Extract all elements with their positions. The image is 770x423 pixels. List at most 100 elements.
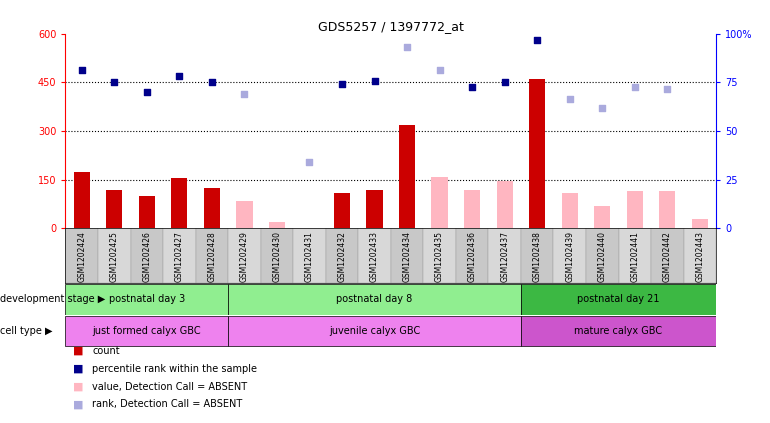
Text: GSM1202430: GSM1202430: [273, 231, 281, 282]
Text: GSM1202438: GSM1202438: [533, 231, 541, 282]
Bar: [326, 228, 358, 283]
Bar: [521, 316, 716, 346]
Bar: [98, 228, 130, 283]
Text: ■: ■: [73, 346, 84, 356]
Point: [401, 44, 413, 50]
Text: GSM1202443: GSM1202443: [695, 231, 705, 282]
Text: development stage ▶: development stage ▶: [0, 294, 105, 304]
Bar: [293, 228, 326, 283]
Text: ■: ■: [73, 399, 84, 409]
Bar: [684, 228, 716, 283]
Bar: [269, 222, 285, 228]
Bar: [236, 201, 253, 228]
Bar: [488, 228, 521, 283]
Text: GSM1202440: GSM1202440: [598, 231, 607, 282]
Point: [336, 81, 348, 88]
Bar: [594, 206, 611, 228]
Point: [75, 66, 88, 73]
Bar: [659, 191, 675, 228]
Point: [303, 159, 316, 165]
Text: just formed calyx GBC: just formed calyx GBC: [92, 326, 201, 336]
Point: [206, 79, 218, 86]
Text: GSM1202441: GSM1202441: [631, 231, 639, 282]
Text: GSM1202427: GSM1202427: [175, 231, 184, 282]
Text: GSM1202425: GSM1202425: [110, 231, 119, 282]
Bar: [691, 219, 708, 228]
Text: GSM1202435: GSM1202435: [435, 231, 444, 282]
Bar: [464, 190, 480, 228]
Text: postnatal day 8: postnatal day 8: [336, 294, 413, 304]
Bar: [456, 228, 488, 283]
Text: ■: ■: [73, 364, 84, 374]
Text: GSM1202442: GSM1202442: [663, 231, 671, 282]
Text: GSM1202431: GSM1202431: [305, 231, 314, 282]
Bar: [163, 228, 196, 283]
Text: value, Detection Call = ABSENT: value, Detection Call = ABSENT: [92, 382, 247, 392]
Bar: [367, 190, 383, 228]
Bar: [334, 193, 350, 228]
Bar: [521, 228, 554, 283]
Point: [661, 85, 674, 92]
Bar: [228, 284, 521, 315]
Text: GSM1202434: GSM1202434: [403, 231, 411, 282]
Bar: [561, 193, 578, 228]
Bar: [618, 228, 651, 283]
Text: ■: ■: [73, 382, 84, 392]
Bar: [390, 228, 424, 283]
Title: GDS5257 / 1397772_at: GDS5257 / 1397772_at: [318, 20, 464, 33]
Bar: [228, 316, 521, 346]
Bar: [204, 188, 220, 228]
Bar: [358, 228, 390, 283]
Point: [596, 105, 608, 112]
Bar: [554, 228, 586, 283]
Point: [498, 79, 511, 86]
Point: [141, 89, 153, 96]
Bar: [627, 191, 643, 228]
Bar: [139, 196, 155, 228]
Point: [434, 66, 446, 73]
Text: GSM1202432: GSM1202432: [337, 231, 346, 282]
Bar: [65, 228, 98, 283]
Text: juvenile calyx GBC: juvenile calyx GBC: [329, 326, 420, 336]
Point: [173, 73, 186, 80]
Text: count: count: [92, 346, 120, 356]
Point: [628, 84, 641, 91]
Text: postnatal day 3: postnatal day 3: [109, 294, 185, 304]
Bar: [260, 228, 293, 283]
Bar: [497, 181, 513, 228]
Text: GSM1202424: GSM1202424: [77, 231, 86, 282]
Bar: [130, 228, 163, 283]
Text: GSM1202437: GSM1202437: [500, 231, 509, 282]
Text: percentile rank within the sample: percentile rank within the sample: [92, 364, 257, 374]
Bar: [651, 228, 684, 283]
Point: [238, 91, 250, 97]
Bar: [431, 176, 447, 228]
Bar: [74, 172, 90, 228]
Point: [466, 84, 478, 91]
Bar: [521, 284, 716, 315]
Bar: [65, 284, 228, 315]
Bar: [424, 228, 456, 283]
Text: GSM1202439: GSM1202439: [565, 231, 574, 282]
Bar: [65, 316, 228, 346]
Bar: [399, 125, 415, 228]
Bar: [106, 190, 122, 228]
Point: [108, 79, 120, 86]
Text: GSM1202426: GSM1202426: [142, 231, 151, 282]
Bar: [529, 79, 545, 228]
Text: cell type ▶: cell type ▶: [0, 326, 52, 336]
Text: rank, Detection Call = ABSENT: rank, Detection Call = ABSENT: [92, 399, 243, 409]
Point: [564, 95, 576, 102]
Text: postnatal day 21: postnatal day 21: [578, 294, 660, 304]
Point: [368, 77, 380, 84]
Text: GSM1202433: GSM1202433: [370, 231, 379, 282]
Point: [531, 37, 544, 44]
Text: GSM1202429: GSM1202429: [240, 231, 249, 282]
Bar: [586, 228, 618, 283]
Text: mature calyx GBC: mature calyx GBC: [574, 326, 662, 336]
Bar: [196, 228, 228, 283]
Bar: [171, 178, 187, 228]
Text: GSM1202428: GSM1202428: [207, 231, 216, 282]
Text: GSM1202436: GSM1202436: [467, 231, 477, 282]
Bar: [228, 228, 260, 283]
